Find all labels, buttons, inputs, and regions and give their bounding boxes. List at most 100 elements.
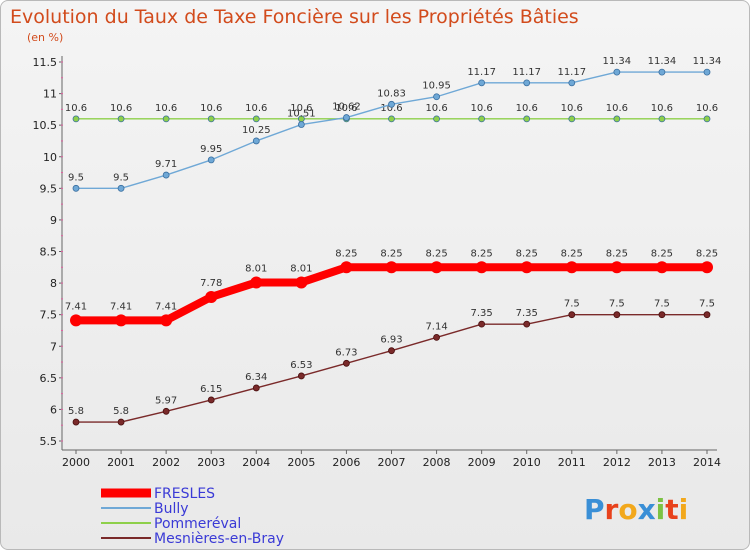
data-label: 7.14 bbox=[425, 321, 447, 332]
x-tick-label: 2011 bbox=[558, 456, 586, 469]
logo-letter: P bbox=[584, 493, 605, 526]
data-label: 5.8 bbox=[113, 406, 129, 417]
y-tick-label: 8.5 bbox=[40, 246, 58, 259]
x-tick-label: 2009 bbox=[468, 456, 496, 469]
data-label: 8.25 bbox=[335, 248, 357, 259]
data-point bbox=[343, 114, 350, 121]
data-point bbox=[701, 261, 713, 274]
y-tick-label: 5.5 bbox=[40, 435, 58, 448]
data-point bbox=[613, 115, 621, 123]
data-label: 7.5 bbox=[699, 299, 715, 310]
logo-text: Proxiti bbox=[584, 493, 688, 526]
data-point bbox=[252, 384, 260, 392]
data-label: 8.25 bbox=[561, 248, 583, 259]
data-point bbox=[565, 261, 578, 274]
data-label: 7.78 bbox=[200, 278, 222, 289]
data-label: 10.6 bbox=[335, 103, 357, 114]
data-point bbox=[478, 115, 486, 123]
data-point bbox=[207, 156, 215, 164]
data-label: 8.25 bbox=[471, 248, 493, 259]
data-label: 7.5 bbox=[654, 299, 670, 310]
data-label: 8.01 bbox=[245, 263, 267, 274]
data-point bbox=[72, 418, 80, 426]
data-point bbox=[252, 115, 260, 123]
logo-letter: i bbox=[656, 493, 666, 526]
data-point bbox=[385, 261, 398, 274]
x-tick-label: 2003 bbox=[197, 456, 225, 469]
logo-letter: t bbox=[665, 493, 678, 526]
data-label: 7.41 bbox=[110, 301, 132, 312]
y-tick-label: 11.5 bbox=[33, 56, 58, 69]
data-point bbox=[297, 372, 305, 380]
data-point bbox=[388, 347, 395, 355]
axes: 5.5 6 6.5 7 7.5 8 8.5 9 9.5 10 10.5 11 11.5 2000 2001 2… bbox=[33, 56, 721, 469]
y-tick-label: 9 bbox=[50, 214, 57, 227]
x-tick-label: 2001 bbox=[107, 456, 135, 469]
data-point bbox=[115, 314, 128, 327]
x-tick-label: 2007 bbox=[378, 456, 406, 469]
data-label: 11.34 bbox=[693, 56, 722, 67]
y-tick-label: 6 bbox=[50, 403, 57, 416]
data-label: 10.6 bbox=[65, 103, 87, 114]
x-tick-label: 2005 bbox=[287, 456, 315, 469]
data-point bbox=[70, 314, 82, 327]
data-label: 10.6 bbox=[110, 103, 132, 114]
series-layer: 10.6 10.6 10.6 10.6 10.6 10.6 10.6 10.6 10.6 10.6… bbox=[65, 56, 722, 426]
x-tick-label: 2002 bbox=[152, 456, 180, 469]
y-tick-label: 10 bbox=[43, 151, 57, 164]
data-point bbox=[520, 261, 533, 274]
data-label: 8.01 bbox=[290, 263, 312, 274]
data-label: 10.6 bbox=[561, 103, 583, 114]
data-label: 8.25 bbox=[606, 248, 628, 259]
legend-label: Mesnières-en-Bray bbox=[154, 531, 284, 547]
data-label: 10.6 bbox=[155, 103, 177, 114]
data-label: 7.35 bbox=[516, 308, 538, 319]
data-label: 7.5 bbox=[609, 299, 625, 310]
data-label: 6.73 bbox=[335, 347, 357, 358]
data-point bbox=[252, 137, 260, 145]
data-point bbox=[478, 79, 486, 87]
data-point bbox=[340, 261, 353, 274]
data-point bbox=[523, 79, 531, 87]
data-label: 10.6 bbox=[245, 103, 267, 114]
data-label: 11.34 bbox=[648, 56, 677, 67]
data-label: 10.62 bbox=[332, 102, 361, 113]
y-tick-label: 7.5 bbox=[40, 309, 58, 322]
logo-letter: x bbox=[638, 493, 656, 526]
data-point bbox=[162, 115, 170, 123]
data-point bbox=[160, 314, 173, 327]
data-label: 10.6 bbox=[696, 103, 718, 114]
data-label: 8.25 bbox=[380, 248, 402, 259]
data-point bbox=[568, 79, 576, 87]
data-point bbox=[523, 320, 531, 328]
data-label: 6.93 bbox=[380, 335, 402, 346]
y-tick-label: 11 bbox=[43, 88, 57, 101]
chart-subtitle: (en %) bbox=[27, 31, 63, 44]
data-point bbox=[117, 184, 125, 192]
data-label: 9.5 bbox=[68, 172, 84, 183]
data-point bbox=[250, 276, 263, 289]
data-point bbox=[658, 68, 666, 76]
data-point bbox=[658, 311, 666, 319]
y-tick-label: 7 bbox=[50, 340, 57, 353]
data-label: 5.97 bbox=[155, 395, 177, 406]
data-point bbox=[703, 68, 711, 76]
data-label: 8.25 bbox=[696, 248, 718, 259]
logo-letter: r bbox=[605, 493, 619, 526]
data-label: 8.25 bbox=[425, 248, 447, 259]
data-label: 9.5 bbox=[113, 172, 129, 183]
data-label: 10.95 bbox=[422, 81, 451, 92]
data-label: 10.6 bbox=[200, 103, 222, 114]
data-label: 9.95 bbox=[200, 144, 222, 155]
data-label: 10.6 bbox=[471, 103, 493, 114]
data-label: 10.51 bbox=[287, 109, 316, 120]
data-point bbox=[655, 261, 668, 274]
data-label: 11.17 bbox=[557, 67, 586, 78]
data-label: 11.17 bbox=[467, 67, 496, 78]
data-label: 10.6 bbox=[425, 103, 447, 114]
series-line bbox=[72, 263, 711, 325]
y-tick-label: 6.5 bbox=[40, 372, 58, 385]
data-point bbox=[343, 359, 350, 367]
